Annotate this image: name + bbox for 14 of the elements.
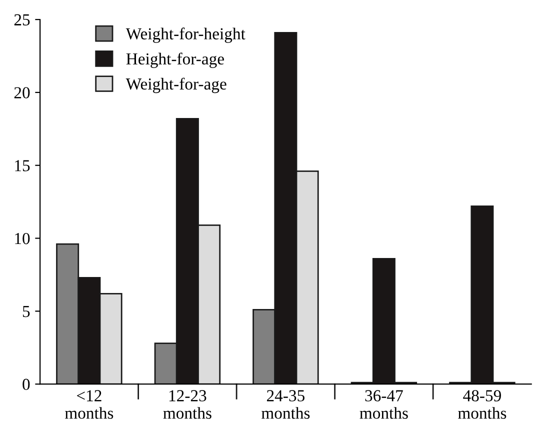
y-tick-label: 0 — [22, 378, 30, 390]
x-tick-label: 24-35 months — [262, 390, 310, 419]
x-tick-label: 36-47 months — [360, 390, 408, 419]
y-tick-label: 25 — [14, 14, 30, 26]
y-tick-label: 20 — [14, 87, 30, 98]
legend-label: Height-for-age — [126, 52, 224, 68]
legend-label: Weight-for-height — [126, 28, 246, 43]
y-tick-label: 10 — [15, 232, 30, 244]
x-tick-label: <12 months — [64, 390, 114, 419]
y-tick-label: 5 — [22, 306, 30, 318]
y-tick-label: 15 — [15, 160, 30, 172]
x-tick-label: 48-59 months — [458, 390, 506, 419]
legend-label: Weight-for-age — [126, 78, 226, 94]
x-tick-label: 12-23 months — [163, 390, 212, 419]
